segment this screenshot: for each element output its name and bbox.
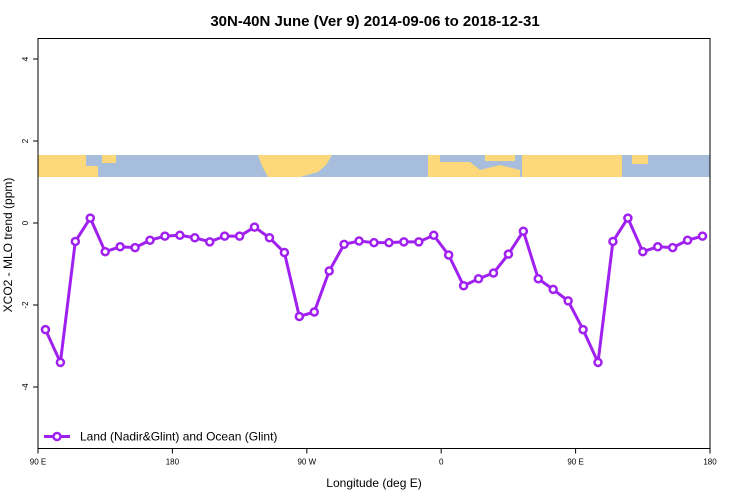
- point: [652, 242, 663, 252]
- point: [638, 246, 648, 257]
- point: [219, 231, 230, 241]
- legend-marker: [52, 431, 62, 442]
- point: [697, 231, 708, 241]
- point: [130, 242, 140, 253]
- point: [667, 242, 678, 253]
- point: [623, 213, 633, 223]
- point: [264, 233, 275, 243]
- point: [518, 226, 529, 236]
- y-tick-label: 2: [21, 138, 30, 143]
- plot-frame: [37, 38, 711, 449]
- map-strip: [38, 155, 710, 177]
- y-tick-label: -4: [21, 383, 30, 391]
- point: [488, 268, 499, 278]
- point: [503, 249, 514, 259]
- point: [384, 237, 394, 248]
- y-axis-label: XCO2 - MLO trend (ppm): [1, 178, 15, 313]
- y-tick-label: 4: [21, 56, 30, 61]
- point: [190, 233, 200, 243]
- x-tick-label: 180: [703, 458, 717, 467]
- point: [85, 213, 96, 223]
- point: [160, 231, 170, 241]
- point: [145, 235, 155, 245]
- point: [249, 222, 260, 232]
- y-tick-label: -2: [21, 301, 30, 309]
- point: [100, 246, 110, 257]
- point: [279, 247, 290, 258]
- point: [593, 357, 603, 368]
- point: [533, 274, 544, 284]
- point: [682, 235, 693, 245]
- x-tick-label: 90 E: [30, 458, 46, 467]
- point: [369, 237, 379, 248]
- point: [414, 237, 424, 247]
- point: [309, 307, 320, 317]
- x-tick-label: 180: [166, 458, 180, 467]
- x-axis-label: Longitude (deg E): [326, 476, 421, 490]
- point: [608, 236, 618, 247]
- point: [339, 239, 349, 250]
- point: [40, 324, 51, 335]
- point: [234, 231, 245, 241]
- point: [458, 280, 469, 291]
- point: [294, 311, 305, 322]
- point: [443, 250, 454, 260]
- point: [175, 230, 185, 241]
- point: [324, 266, 334, 276]
- legend-label: Land (Nadir&Glint) and Ocean (Glint): [80, 430, 277, 444]
- x-tick-label: 90 W: [297, 458, 316, 467]
- point: [115, 242, 125, 252]
- chart-title: 30N-40N June (Ver 9) 2014-09-06 to 2018-…: [210, 13, 539, 30]
- point: [70, 236, 81, 247]
- point: [473, 274, 484, 284]
- point: [399, 237, 409, 247]
- point: [563, 296, 573, 306]
- point: [55, 357, 66, 368]
- y-tick-label: 0: [21, 220, 30, 225]
- point: [548, 284, 558, 295]
- point: [354, 236, 364, 246]
- point: [578, 324, 588, 335]
- point: [204, 237, 215, 247]
- x-tick-label: 0: [439, 458, 444, 467]
- x-tick-label: 90 E: [567, 458, 583, 467]
- point: [428, 230, 439, 241]
